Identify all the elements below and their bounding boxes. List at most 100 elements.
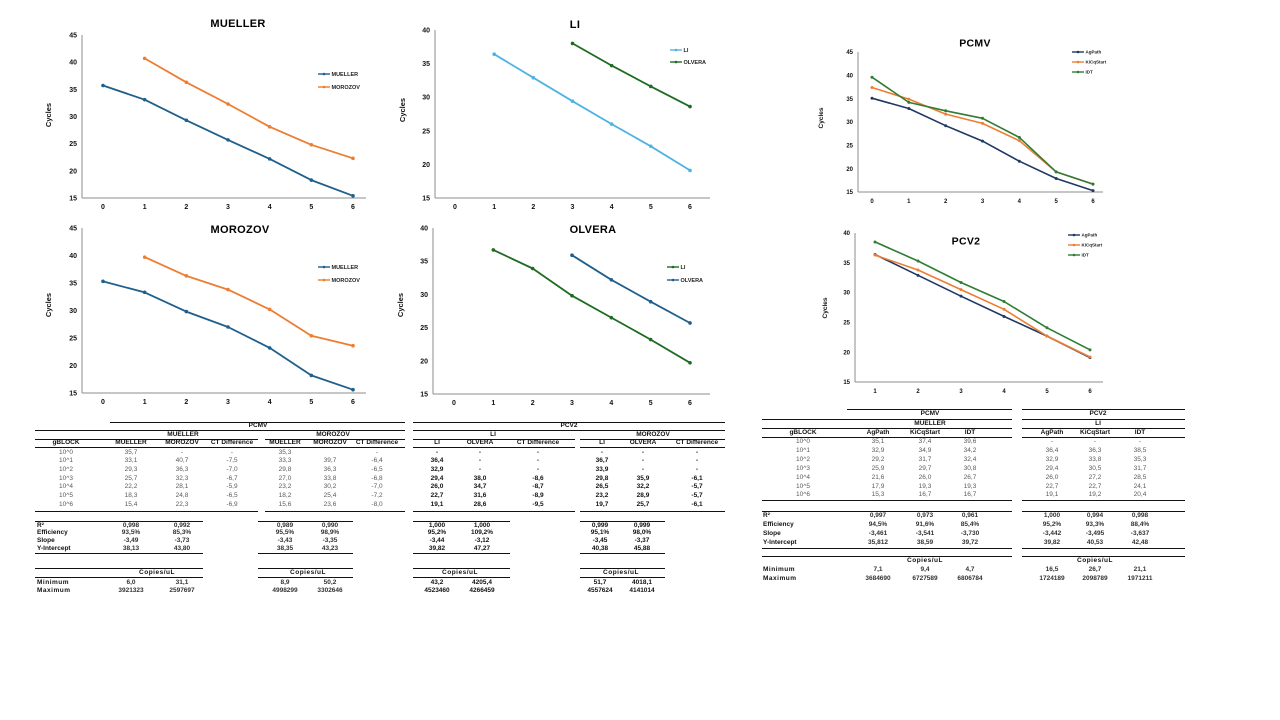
copies-label: Maximum — [763, 575, 797, 582]
table-cell: 40,7 — [175, 457, 189, 465]
table-cell: -6,1 — [691, 474, 703, 482]
legend-label: IDT — [1086, 70, 1094, 75]
table-cell: - — [695, 448, 699, 456]
y-tick-label: 25 — [420, 325, 428, 332]
table-cell: 32,9 — [430, 465, 444, 473]
stat-value: -3,541 — [915, 529, 935, 537]
table-cell: - — [641, 448, 645, 456]
data-point-mueller — [101, 83, 105, 88]
table-cell: -5,7 — [691, 483, 703, 491]
table-cell: 39,7 — [323, 457, 337, 465]
row-label: 10^2 — [796, 455, 810, 463]
copies-value: 2098789 — [1082, 575, 1108, 582]
data-point-mueller — [267, 157, 272, 161]
legend-label: MOROZOV — [332, 85, 361, 91]
data-point-kicqstart — [1017, 139, 1021, 143]
x-tick-label: 0 — [453, 204, 457, 211]
stat-value: 93,3% — [1085, 521, 1105, 528]
stat-value: 95,5% — [275, 529, 295, 536]
stat-value: 0,973 — [916, 512, 934, 519]
x-tick-label: 2 — [184, 204, 188, 211]
legend-label: AgPath — [1086, 50, 1102, 55]
table-title: PCMV — [920, 410, 940, 417]
stat-value: 85,3% — [172, 529, 192, 536]
stat-value: 0,994 — [1086, 512, 1104, 519]
y-tick-label: 40 — [420, 225, 428, 232]
table-cell: 23,6 — [323, 500, 337, 508]
table-cell: 30,2 — [323, 483, 337, 491]
data-point-li — [492, 52, 496, 56]
copies-value: 7,1 — [873, 566, 883, 573]
table-rule — [413, 430, 725, 431]
table-rule — [35, 521, 203, 522]
stat-value: 0,992 — [173, 521, 191, 529]
y-axis-label: Cycles — [44, 293, 53, 317]
column-header: AgPath — [1040, 429, 1064, 436]
stat-value: 95,2% — [427, 529, 447, 536]
column-header: IDT — [1134, 429, 1146, 436]
data-point-olvera — [688, 321, 692, 325]
table-rule — [1022, 500, 1185, 501]
legend-marker-idt — [1076, 70, 1080, 74]
copies-value: 50,2 — [323, 579, 337, 586]
column-header: MUELLER — [115, 439, 147, 446]
table-cell: -6,5 — [371, 465, 383, 473]
table-cell: 36,4 — [430, 457, 444, 465]
data-point-agpath — [1017, 159, 1021, 163]
y-tick-label: 40 — [69, 253, 77, 260]
data-point-mueller — [101, 279, 105, 284]
data-point-morozov — [184, 80, 189, 85]
stat-value: -3,44 — [429, 537, 445, 544]
y-tick-label: 20 — [69, 363, 77, 370]
table-cell: 19,3 — [918, 482, 932, 490]
stat-value: -3,37 — [634, 537, 650, 544]
y-tick-label: 45 — [69, 225, 77, 232]
data-point-agpath — [1054, 176, 1058, 180]
copies-value: 2597697 — [169, 587, 195, 594]
table-rule — [35, 430, 405, 431]
y-tick-label: 30 — [843, 291, 850, 297]
stat-value: 40,53 — [1086, 538, 1104, 546]
table-cell: 19,2 — [1088, 491, 1102, 499]
table-cell: -7,5 — [226, 457, 238, 465]
copies-value: 21,1 — [1133, 566, 1147, 573]
y-axis-label: Cycles — [822, 297, 829, 318]
stat-value: -3,495 — [1085, 529, 1105, 537]
stat-label: Efficiency — [763, 521, 794, 528]
stat-label: Y-Intercept — [763, 538, 797, 546]
series-line-li — [492, 249, 691, 364]
table-cell: 37,4 — [918, 438, 932, 445]
table-cell: -8,9 — [532, 492, 544, 499]
chart-title: LI — [570, 19, 580, 31]
y-tick-label: 30 — [846, 120, 853, 126]
x-tick-label: 2 — [531, 204, 535, 211]
table-cell: -8,7 — [532, 483, 544, 491]
x-tick-label: 4 — [268, 204, 272, 211]
table-cell: -7,0 — [371, 483, 383, 491]
copies-value: 51,7 — [593, 579, 607, 586]
table-rule — [413, 521, 510, 522]
copies-value: 3684690 — [865, 575, 891, 582]
group-header: MOROZOV — [316, 431, 350, 438]
table-rule — [1022, 511, 1185, 512]
data-point-idt — [873, 240, 877, 244]
table-cell: 18,2 — [278, 492, 292, 499]
data-point-kicqstart — [944, 112, 948, 116]
stat-value: 38,59 — [916, 538, 934, 546]
y-tick-label: 20 — [843, 350, 850, 356]
table-cell: 26,0 — [918, 473, 932, 481]
table-cell: 38,0 — [473, 474, 487, 482]
stat-label: Efficiency — [37, 529, 68, 536]
legend-label: AgPath — [1082, 233, 1098, 238]
table-rule — [413, 439, 575, 440]
x-tick-label: 5 — [1054, 199, 1058, 205]
table-rule — [580, 577, 665, 578]
chart-title: MUELLER — [210, 18, 265, 30]
table-cell: 25,9 — [871, 464, 885, 472]
data-point-idt — [1091, 182, 1095, 186]
stat-value: 47,27 — [473, 544, 491, 552]
table-cell: -5,9 — [226, 483, 238, 491]
table-cell: 36,4 — [1045, 446, 1059, 454]
table-rule — [762, 511, 1012, 512]
